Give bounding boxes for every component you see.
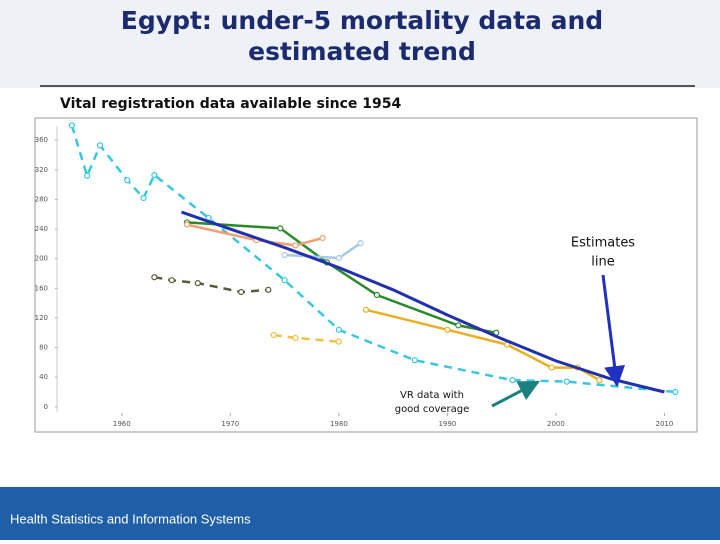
point <box>411 357 418 364</box>
y-tick-label: 160 <box>35 284 48 292</box>
point <box>563 378 570 385</box>
point <box>373 291 380 299</box>
point <box>292 242 299 249</box>
x-tick-label: 1980 <box>330 420 348 428</box>
point <box>151 274 158 281</box>
point <box>319 234 326 242</box>
y-tick-label: 120 <box>35 314 48 322</box>
title-line: Egypt: under-5 mortality data and <box>121 6 603 35</box>
footer: Health Statistics and Information System… <box>10 511 251 526</box>
point <box>83 172 91 179</box>
point <box>183 221 191 228</box>
y-tick-label: 280 <box>35 195 48 203</box>
x-tick-label: 1960 <box>113 420 131 428</box>
point <box>124 177 131 184</box>
point <box>151 171 158 179</box>
y-tick-label: 360 <box>35 136 48 144</box>
y-tick-label: 0 <box>44 403 48 411</box>
title-line: estimated trend <box>248 37 476 66</box>
point <box>672 388 679 396</box>
annotation: line <box>591 255 614 270</box>
point <box>68 122 75 129</box>
point <box>444 326 451 333</box>
point <box>238 288 245 296</box>
arrow <box>601 274 626 388</box>
annotation: Estimates <box>571 236 635 251</box>
point <box>335 326 342 333</box>
point <box>362 306 370 313</box>
series-line <box>181 210 665 394</box>
x-tick-label: 1990 <box>438 420 456 428</box>
x-tick-label: 2000 <box>547 420 565 428</box>
point <box>97 142 104 149</box>
y-tick-label: 240 <box>35 225 48 233</box>
point <box>281 251 288 259</box>
series-line <box>186 221 497 335</box>
point <box>596 377 603 384</box>
point <box>455 322 462 329</box>
point <box>194 280 201 287</box>
x-tick-label: 1970 <box>221 420 239 428</box>
point <box>168 277 175 284</box>
point <box>335 254 342 262</box>
annotation: good coverage <box>395 404 470 415</box>
series-line <box>186 223 323 247</box>
y-tick-label: 80 <box>39 344 48 352</box>
point <box>548 364 555 371</box>
point <box>335 338 342 345</box>
point <box>265 286 272 293</box>
arrow <box>491 380 540 408</box>
point <box>140 194 147 202</box>
point <box>281 277 288 284</box>
point <box>292 334 299 342</box>
subtitle: Vital registration data available since … <box>60 96 401 112</box>
y-tick-label: 40 <box>39 373 48 381</box>
header-bg <box>0 0 720 88</box>
point <box>277 225 284 232</box>
point <box>357 240 364 247</box>
y-tick-label: 200 <box>35 255 48 263</box>
point <box>509 377 516 384</box>
x-tick-label: 2010 <box>656 420 674 428</box>
point <box>270 331 277 339</box>
plot-frame <box>34 117 698 433</box>
annotation: VR data with <box>400 390 464 401</box>
footer-bar <box>0 487 720 540</box>
y-tick-label: 320 <box>35 166 48 174</box>
